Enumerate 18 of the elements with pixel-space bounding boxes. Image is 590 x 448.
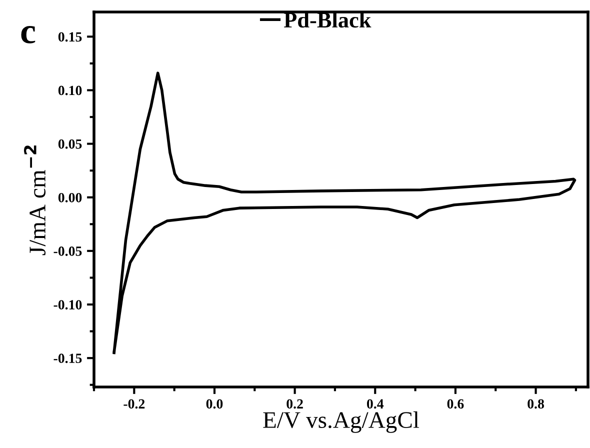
x-tick-label: -0.2 <box>124 399 145 409</box>
x-tick-label: 0.0 <box>206 399 223 409</box>
y-tick-label: 0.05 <box>58 139 82 149</box>
y-tick-label: 0.15 <box>58 32 82 42</box>
x-tick-label: 0.2 <box>286 399 303 409</box>
text: c <box>21 26 36 44</box>
legend-label: Pd-Black <box>284 12 372 28</box>
line-series <box>112 72 576 354</box>
x-tick-label: 0.4 <box>366 399 384 409</box>
y-tick-label: -0.05 <box>54 246 82 256</box>
x-tick-label: 0.6 <box>447 399 464 409</box>
y-tick-label: -0.10 <box>54 300 82 310</box>
x-axis-title: E/V vs.Ag/AgCl <box>263 411 420 433</box>
y-tick-label: 0.10 <box>58 86 82 96</box>
y-axis-title: J/mA cm$^{−2}$ <box>24 146 46 256</box>
y-tick-label: 0.00 <box>58 192 82 202</box>
y-tick-label: -0.15 <box>54 354 82 364</box>
x-tick-label: 0.8 <box>528 399 544 409</box>
